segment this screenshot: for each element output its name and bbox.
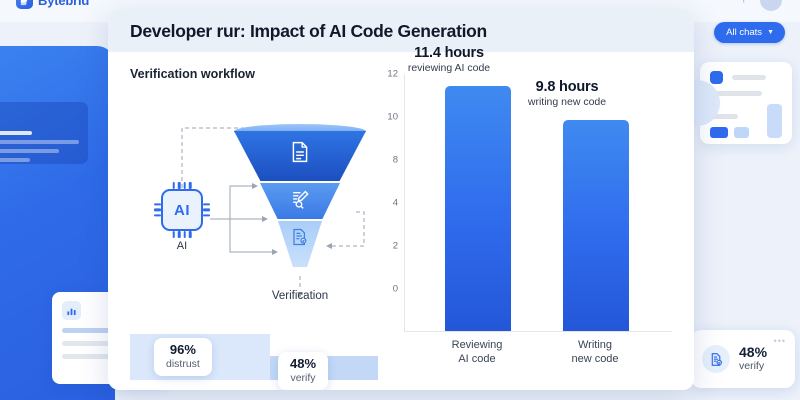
x-label-reviewing-ai-code: Reviewing AI code [451,339,503,366]
background-widget-card [674,62,792,144]
verification-label: Verification [271,290,329,302]
ai-node-label: AI [176,240,188,252]
verification-workflow-diagram: AI AI [126,94,374,329]
placeholder-line [62,354,139,359]
section-title: Verification workflow [130,67,256,81]
chevron-down-icon: ▼ [767,29,774,36]
bar-writing-new-code[interactable] [563,120,629,331]
chip-pins-left [154,203,161,217]
callout-writing-new-code: 9.8 hours writing new code [492,79,642,108]
brand-logo-text: Bytebrid [38,0,90,8]
callout-sublabel: writing new code [527,96,607,109]
placeholder-line [0,149,59,153]
callout-reviewing-ai-code: 11.4 hours reviewing AI code [374,45,524,74]
brand-logo[interactable]: Bytebrid [16,0,89,9]
card-header: Developer rur: Impact of AI Code Generat… [108,10,694,52]
verify-document-icon [292,228,309,251]
plus-icon[interactable]: + [739,0,748,7]
stat-pill-verify: 48% verify [278,352,329,390]
user-avatar[interactable] [760,0,782,11]
accent-square [710,127,728,138]
chart-x-axis-labels: Reviewing AI code Writing new code [404,338,672,378]
ai-processor-icon: AI [161,189,203,231]
background-profile-card [0,102,88,164]
callout-value: 9.8 hours [535,79,599,96]
funnel-graphic [234,124,366,276]
brand-logo-icon [16,0,33,9]
verify-stat-label: verify [739,360,765,373]
placeholder-line [0,140,79,144]
review-edit-icon [290,190,310,214]
placeholder-line [710,91,762,96]
placeholder-line [62,328,149,333]
accent-square-light [734,127,749,138]
main-content-card: Developer rur: Impact of AI Code Generat… [108,10,694,390]
hours-bar-chart: 12 10 8 4 2 0 11.4 hours reviewing AI code 9.… [376,45,676,386]
placeholder-line [732,75,766,80]
y-tick-label: 10 [387,111,398,123]
stat-pill-distrust: 96% distrust [154,338,212,377]
card-body: Verification workflow [108,45,694,390]
more-options-icon[interactable]: ••• [773,336,786,346]
placeholder-line [0,158,30,162]
y-tick-label: 2 [392,240,398,252]
verify-stat-value: 48% [739,344,768,361]
y-tick-label: 0 [392,283,398,295]
page-title: Developer rur: Impact of AI Code Generat… [130,20,487,41]
bar-chart-icon [62,301,81,320]
chip-pins-bottom [172,231,192,238]
chart-plot-area [404,74,672,332]
stat-value: 96% [169,342,196,357]
x-label-writing-new-code: Writing new code [571,339,619,366]
stat-label: distrust [166,357,200,370]
verify-stat-card[interactable]: ••• 48% verify [691,330,795,388]
accent-square [710,71,723,84]
placeholder-line [710,114,738,119]
placeholder-line [0,131,32,135]
document-icon [290,141,310,168]
y-tick-label: 4 [392,197,398,209]
y-tick-label: 12 [387,68,398,80]
stat-bars: 96% distrust 48% verify [130,334,378,390]
verified-document-icon [702,345,730,373]
chip-pins-right [203,203,210,217]
chip-pins-top [172,182,192,189]
all-chats-label: All chats [726,27,763,38]
stat-label: verify [290,371,316,384]
callout-value: 11.4 hours [414,44,484,61]
callout-sublabel: reviewing AI code [407,61,491,74]
chart-y-axis: 12 10 8 4 2 0 [376,69,402,332]
stat-value: 48% [290,356,317,371]
y-tick-label: 8 [392,154,398,166]
accent-bar [767,104,782,138]
all-chats-button[interactable]: All chats ▼ [714,22,785,43]
bar-reviewing-ai-code[interactable] [445,85,511,331]
ai-node: AI AI [154,182,210,252]
